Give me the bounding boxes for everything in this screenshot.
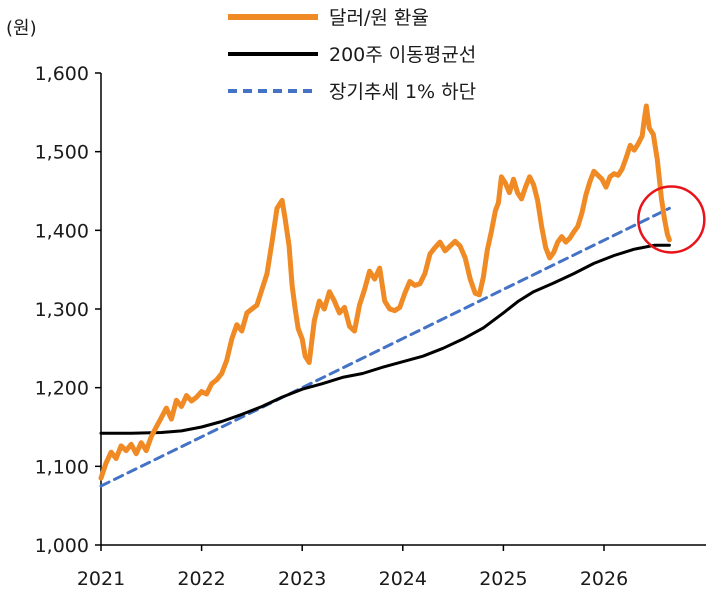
x-tick-label: 2026 — [580, 568, 628, 590]
highlight-circle — [637, 185, 706, 254]
x-tick-label: 2023 — [278, 568, 326, 590]
series-layer — [98, 103, 672, 488]
legend-item-200w-moving-average: 200주 이동평균선 — [228, 44, 476, 66]
y-tick-label: 1,400 — [35, 220, 89, 242]
legend: 달러/원 환율 200주 이동평균선 장기추세 1% 하단 — [228, 7, 476, 103]
legend-item-trend-lower-band: 장기추세 1% 하단 — [228, 81, 476, 103]
series-line-200w-moving-average — [99, 243, 671, 435]
legend-item-exchange-rate: 달러/원 환율 — [228, 7, 429, 29]
x-tick-label: 2021 — [77, 568, 125, 590]
legend-label-exchange-rate: 달러/원 환율 — [329, 7, 429, 29]
x-tick-label: 2024 — [379, 568, 427, 590]
y-tick-label: 1,100 — [35, 456, 89, 478]
series-line-exchange-rate — [98, 103, 672, 481]
legend-label-trend-lower-band: 장기추세 1% 하단 — [329, 81, 476, 103]
series-line-trend-lower-band — [99, 206, 671, 488]
y-tick-label: 1,300 — [35, 299, 89, 321]
y-tick-label: 1,000 — [35, 535, 89, 557]
x-tick-label: 2025 — [479, 568, 527, 590]
y-axis: 1,000 1,100 1,200 1,300 1,400 1,500 1,600 — [35, 63, 102, 557]
y-tick-label: 1,600 — [35, 63, 89, 85]
legend-label-200w-moving-average: 200주 이동평균선 — [329, 44, 476, 66]
x-axis: 2021 2022 2023 2024 2025 2026 — [77, 544, 706, 590]
y-tick-label: 1,200 — [35, 378, 89, 400]
x-tick-label: 2022 — [177, 568, 225, 590]
y-tick-label: 1,500 — [35, 142, 89, 164]
y-axis-unit-label: (원) — [6, 18, 37, 39]
